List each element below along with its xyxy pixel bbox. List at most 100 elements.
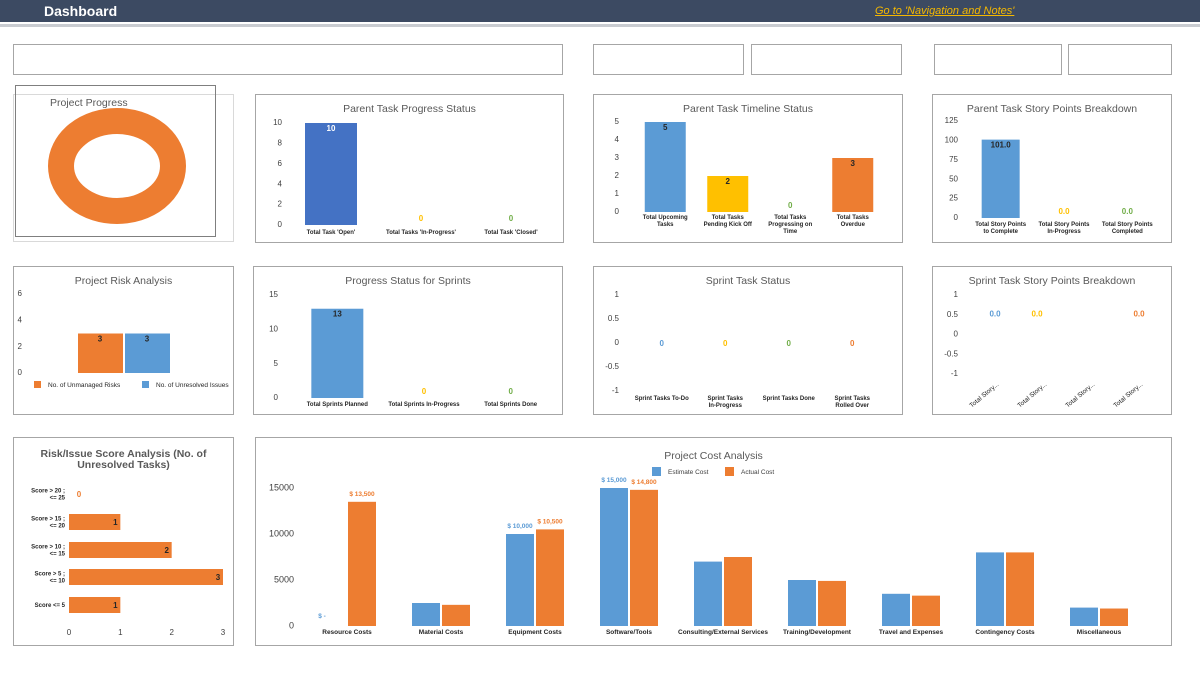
project-progress-title: Project Progress (50, 97, 128, 109)
x-tick-label: Total Upcoming (643, 215, 688, 221)
sprint-story-points-panel: Sprint Task Story Points Breakdown -1 -0.… (932, 266, 1172, 415)
y-tick-label: 4 (278, 179, 283, 188)
data-label: 0 (788, 201, 793, 210)
y-tick-label: <= 15 (50, 552, 66, 558)
x-tick-label: 1 (118, 628, 123, 637)
y-tick-label: 1 (615, 290, 620, 299)
data-label: 0.0 (1031, 310, 1043, 319)
chart-title: Project Cost Analysis (664, 450, 763, 462)
data-label: 0 (77, 490, 82, 499)
data-label: 0 (723, 339, 728, 348)
x-tick-label: Travel and Expenses (879, 629, 944, 636)
x-tick-label: Total Tasks (837, 215, 870, 221)
legend-swatch (652, 467, 661, 476)
y-tick-label: 3 (615, 153, 620, 162)
x-tick-label: Total Task 'Open' (307, 230, 356, 236)
chart-title: Parent Task Timeline Status (683, 103, 813, 115)
bar (1070, 607, 1098, 626)
bar (69, 597, 121, 613)
x-tick-label: Total Story Points (1102, 222, 1154, 228)
x-tick-label: In-Progress (709, 403, 743, 409)
bar (707, 176, 749, 212)
bar (1100, 608, 1128, 626)
navigation-notes-link[interactable]: Go to 'Navigation and Notes' (875, 5, 1015, 17)
progress-ring-remaining (48, 108, 186, 224)
legend-label: Actual Cost (741, 469, 774, 476)
x-tick-label: Miscellaneous (1077, 629, 1122, 636)
y-tick-label: Score <= 5 (35, 603, 66, 609)
bar (912, 595, 940, 626)
y-tick-label: 0.5 (608, 314, 620, 323)
y-tick-label: 0 (18, 368, 23, 377)
y-tick-label: 15000 (269, 482, 294, 492)
bar (311, 308, 364, 398)
header-divider (0, 24, 1200, 27)
data-label: $ 14,800 (631, 479, 657, 486)
y-tick-label: 5 (274, 359, 279, 368)
chart-title: Risk/Issue Score Analysis (No. of Unreso… (14, 449, 233, 471)
data-label: 3 (216, 573, 221, 582)
start-date-field[interactable] (593, 44, 744, 75)
x-tick-label: 2 (169, 628, 174, 637)
y-tick-label: 8 (278, 139, 283, 148)
project-name-field[interactable] (13, 44, 563, 75)
bar (644, 122, 686, 212)
bar (69, 514, 121, 530)
x-tick-label: Total Story... (1064, 381, 1096, 409)
y-tick-label: -1 (951, 369, 959, 378)
bar (694, 561, 722, 626)
project-cost-chart: 0 5000 10000 15000 Estimate Cost Actual Cost $… (269, 467, 1128, 636)
x-tick-label: Sprint Tasks (834, 396, 870, 402)
bar (412, 603, 440, 626)
data-label: $ 13,500 (349, 491, 375, 498)
bar (69, 542, 172, 558)
parent-task-progress-panel: Parent Task Progress Status 0 2 4 6 8 10 10 Tot… (255, 94, 564, 243)
x-tick-label: Total Story... (1112, 381, 1144, 409)
legend-swatch (725, 467, 734, 476)
x-tick-label: Total Tasks (774, 215, 807, 221)
bar (305, 123, 357, 225)
data-label: 101.0 (991, 141, 1012, 150)
bar (348, 501, 376, 626)
data-label: 0.0 (1133, 310, 1145, 319)
chart-title: Parent Task Progress Status (343, 103, 476, 115)
y-tick-label: 0 (954, 330, 959, 339)
x-tick-label: Total Task 'Closed' (484, 230, 538, 236)
data-label: 3 (98, 335, 103, 344)
bar (69, 569, 223, 585)
project-progress-donut (48, 108, 186, 224)
chart-title-line-2: Unresolved Tasks) (77, 459, 170, 471)
parent-story-points-panel: Parent Task Story Points Breakdown 0 25 50… (932, 94, 1172, 243)
x-tick-label: Total Sprints In-Progress (388, 402, 460, 408)
y-tick-label: -0.5 (605, 362, 619, 371)
y-tick-label: 6 (18, 289, 23, 298)
bar (981, 139, 1020, 218)
x-tick-label: Total Story Points (975, 222, 1027, 228)
bar (832, 158, 874, 212)
y-tick-label: 25 (949, 194, 958, 203)
y-tick-label: 1 (954, 290, 959, 299)
y-tick-label: <= 10 (50, 579, 66, 585)
bar (976, 552, 1004, 626)
sprint-task-status-panel: Sprint Task Status -1 -0.5 0 0.5 1 0 Sprint Ta… (593, 266, 903, 415)
bar (1006, 552, 1034, 626)
x-tick-label: Equipment Costs (508, 629, 562, 636)
info-field-1[interactable] (934, 44, 1062, 75)
x-tick-label: Total Sprints Planned (307, 402, 369, 408)
data-label: $ 10,000 (507, 523, 533, 530)
data-label: 0 (419, 214, 424, 223)
legend-label: No. of Unresolved Issues (156, 382, 229, 389)
x-tick-label: Completed (1112, 229, 1143, 235)
x-tick-label: Consulting/External Services (678, 629, 768, 636)
y-tick-label: 5 (615, 117, 620, 126)
end-date-field[interactable] (751, 44, 902, 75)
y-tick-label: 15 (269, 290, 278, 299)
info-field-2[interactable] (1068, 44, 1172, 75)
bar (724, 557, 752, 626)
data-label: 1 (113, 518, 118, 527)
x-tick-label: to Complete (983, 229, 1018, 235)
header-bar: Dashboard Go to 'Navigation and Notes' (0, 0, 1200, 22)
y-tick-label: 75 (949, 155, 958, 164)
